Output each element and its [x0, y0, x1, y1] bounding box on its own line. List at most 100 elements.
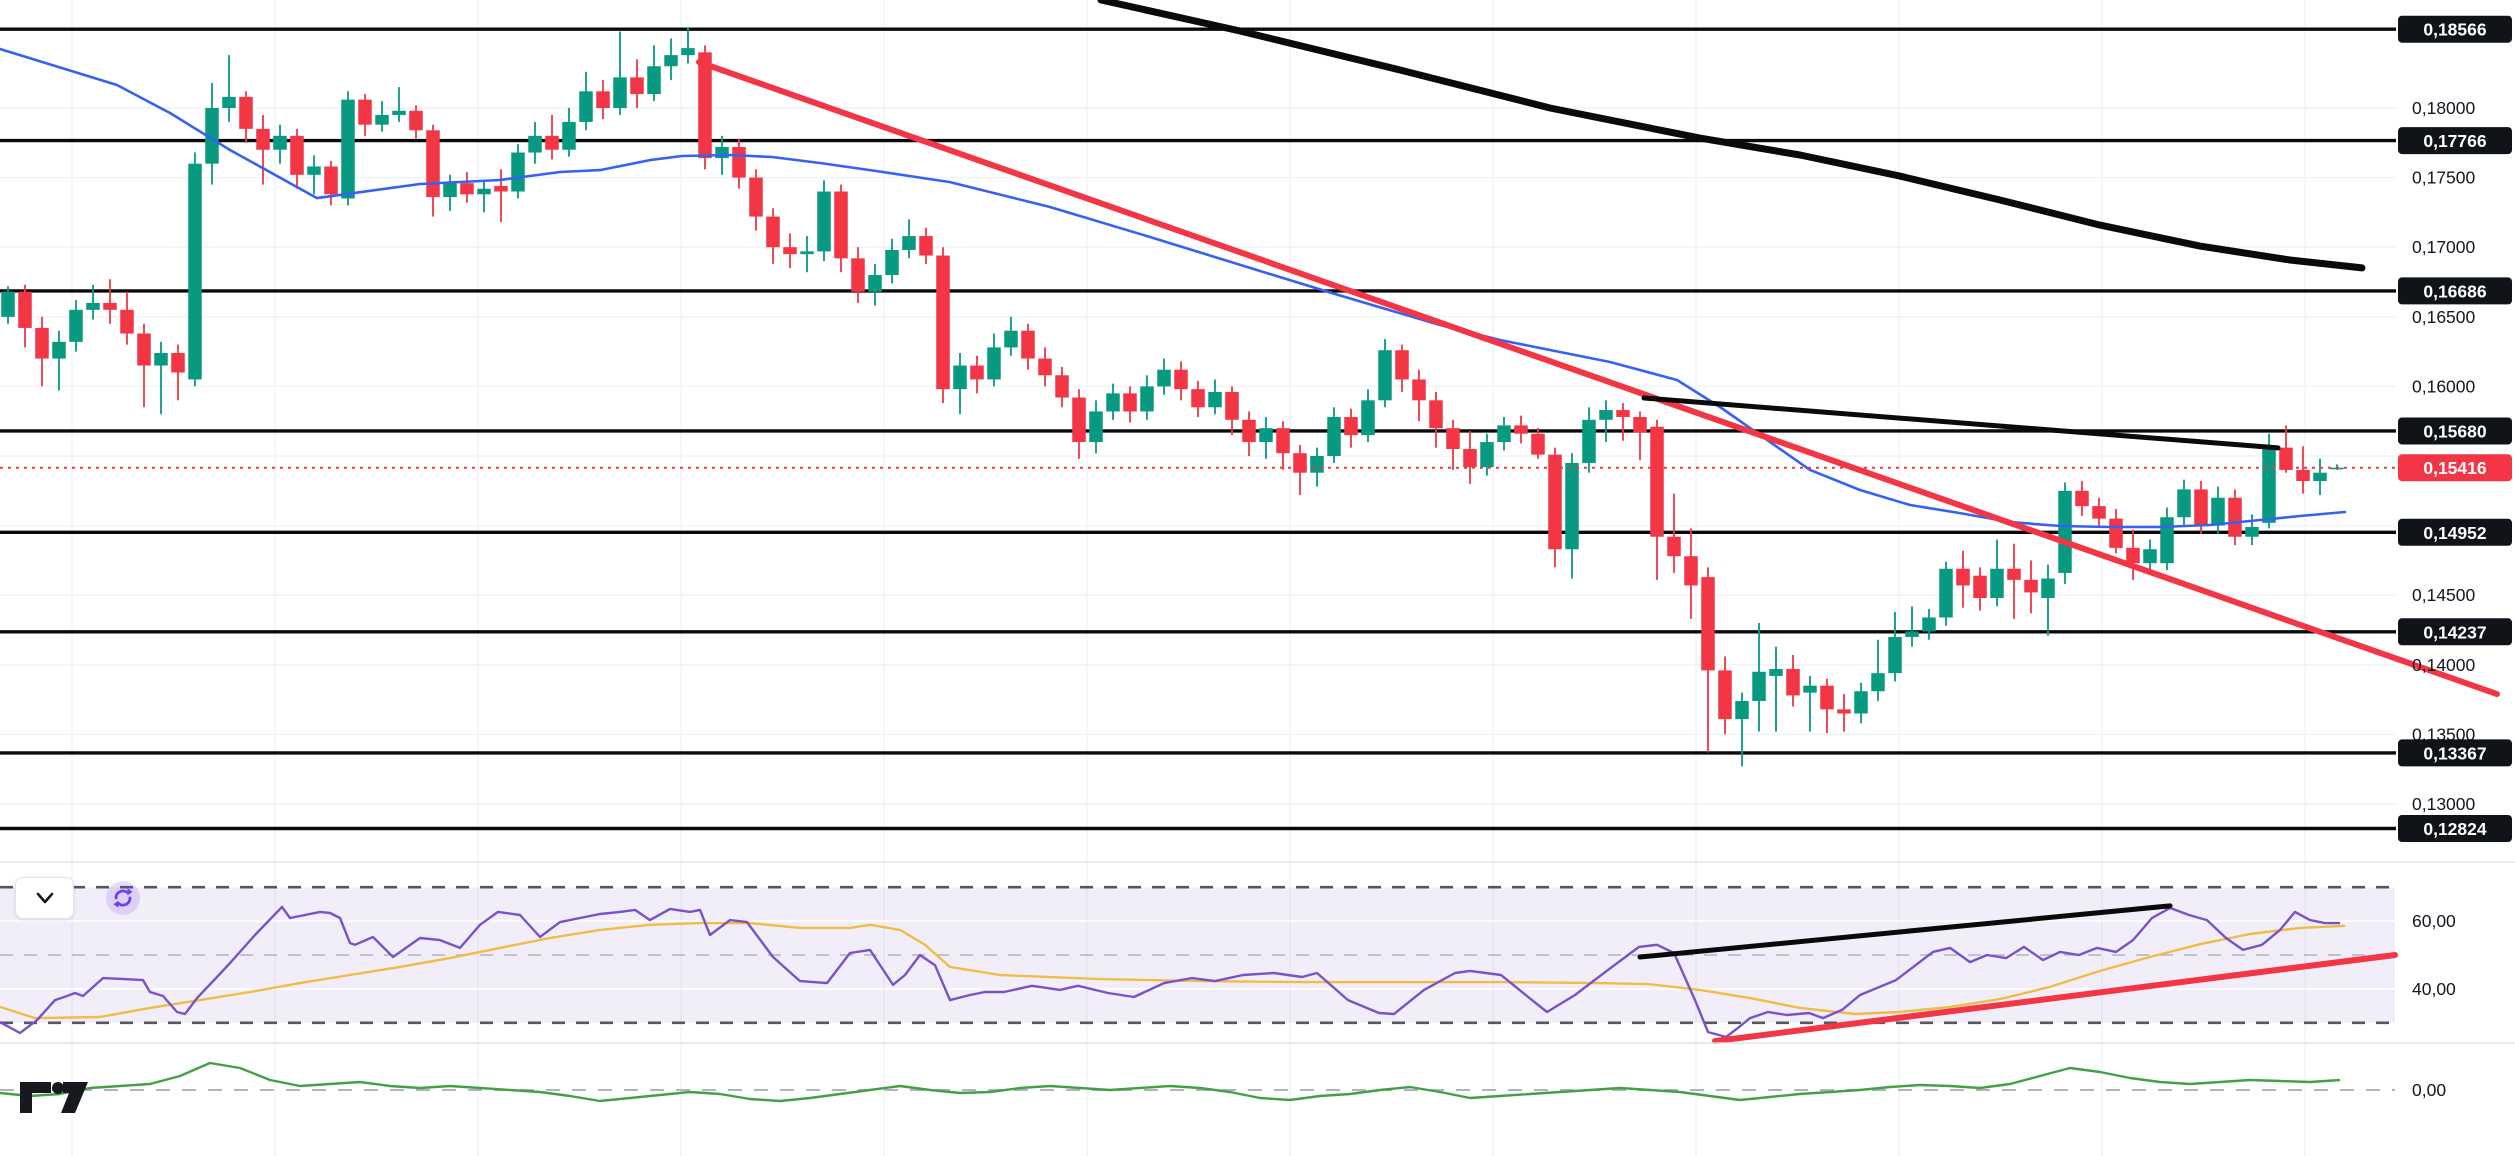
- candle-body: [562, 121, 576, 150]
- candle-body: [69, 309, 83, 342]
- axis-tick-label: 0,14000: [2412, 655, 2476, 675]
- rsi-red-trendline[interactable]: [1712, 952, 2398, 1045]
- candle-body: [613, 77, 627, 108]
- price-level-badge: 0,16686: [2398, 277, 2512, 305]
- price-level-badge: 0,14237: [2398, 618, 2512, 646]
- axis-tick-label: 0,13500: [2412, 724, 2476, 744]
- candle-body: [1854, 691, 1868, 714]
- candle-body: [1378, 350, 1392, 401]
- candle-body: [1055, 375, 1069, 398]
- candle-body: [341, 99, 355, 199]
- candle-body: [2313, 472, 2327, 482]
- badge-label: 0,14952: [2423, 523, 2487, 543]
- candle-body: [630, 77, 644, 95]
- descending-red-trendline[interactable]: [696, 59, 2500, 698]
- rsi-black-trendline[interactable]: [1637, 903, 2173, 960]
- candle-body: [239, 96, 253, 129]
- candle-body: [2109, 518, 2123, 548]
- candle-body: [766, 216, 780, 248]
- candle-body: [409, 110, 423, 131]
- candle-body: [868, 275, 882, 292]
- blue-moving-average-line[interactable]: [0, 47, 2347, 529]
- indicator-refresh-button[interactable]: [106, 881, 140, 915]
- candle-body: [477, 188, 491, 195]
- candle-body: [1718, 670, 1732, 720]
- candle-body: [2279, 447, 2293, 470]
- candle-body: [273, 135, 287, 150]
- indicator-collapse-button[interactable]: [15, 877, 74, 919]
- candle-body: [2058, 490, 2072, 573]
- candle-body: [1684, 556, 1698, 586]
- rsi-smoothing-line[interactable]: [0, 921, 2346, 1020]
- candle-body: [1157, 369, 1171, 387]
- candle-body: [664, 55, 678, 67]
- price-level-badge: 0,15680: [2398, 417, 2512, 445]
- candle-body: [1106, 393, 1120, 412]
- candle-body: [1225, 391, 1239, 420]
- axis-tick-label: 0,13000: [2412, 794, 2476, 814]
- candle-body: [1599, 410, 1613, 420]
- candle-body: [1089, 411, 1103, 443]
- candle-body: [1905, 631, 1919, 637]
- horizontal-level-lines[interactable]: [0, 27, 2396, 831]
- chevron-down-icon: [36, 892, 53, 904]
- candle-body: [1514, 425, 1528, 434]
- candles: [1, 27, 2344, 767]
- candle-body: [375, 114, 389, 125]
- candle-body: [205, 108, 219, 164]
- rsi-line[interactable]: [0, 905, 2340, 1039]
- candle-body: [1038, 358, 1052, 376]
- candle-body: [256, 128, 270, 150]
- candle-body: [2024, 579, 2038, 593]
- short-black-resistance-trendline[interactable]: [1641, 395, 2281, 451]
- tradingview-logo[interactable]: [20, 1082, 88, 1113]
- candle-body: [2075, 490, 2089, 507]
- candle-body: [2211, 497, 2225, 526]
- black-moving-average-line[interactable]: [1097, 0, 2366, 272]
- candle-body: [545, 135, 559, 150]
- candle-body: [1429, 400, 1443, 429]
- candle-body: [103, 302, 117, 310]
- candle-body: [2177, 489, 2191, 518]
- candle-body: [188, 163, 202, 380]
- candle-body: [1, 291, 15, 317]
- candle-body: [579, 91, 593, 122]
- price-level-badge: 0,15416: [2398, 454, 2512, 482]
- candle-body: [324, 166, 338, 195]
- candle-body: [1548, 454, 1562, 550]
- badge-label: 0,15416: [2423, 458, 2487, 478]
- candle-body: [307, 166, 321, 175]
- price-scale[interactable]: 0,18000 0,17500 0,17000 0,16500 0,16000 0,145…: [2398, 15, 2512, 1100]
- candle-body: [1327, 417, 1341, 456]
- badge-label: 0,16686: [2423, 281, 2487, 301]
- badge-label: 0,17766: [2423, 131, 2487, 151]
- axis-tick-label: 60,00: [2412, 911, 2456, 931]
- candle-body: [1582, 419, 1596, 463]
- badge-label: 0,13367: [2423, 743, 2486, 763]
- candle-body: [817, 191, 831, 252]
- candle-body: [1956, 568, 1970, 586]
- axis-tick-label: 0,16500: [2412, 307, 2476, 327]
- badge-label: 0,15680: [2423, 421, 2487, 441]
- axis-tick-label: 0,16000: [2412, 376, 2476, 396]
- candle-body: [1123, 393, 1137, 412]
- candle-body: [1276, 428, 1290, 454]
- candle-body: [2092, 506, 2106, 519]
- candle-body: [1412, 379, 1426, 401]
- badge-label: 0,14237: [2423, 622, 2486, 642]
- candle-body: [749, 177, 763, 217]
- sync-icon: [113, 888, 133, 908]
- candle-body: [1820, 685, 1834, 710]
- candle-body: [1310, 456, 1324, 473]
- candle-body: [2228, 497, 2242, 537]
- candle-body: [1208, 391, 1222, 408]
- candle-body: [2262, 447, 2276, 523]
- candle-body: [1973, 575, 1987, 598]
- candle-body: [1242, 419, 1256, 443]
- candle-body: [511, 152, 525, 192]
- candle-body: [1361, 400, 1375, 436]
- candle-body: [2007, 568, 2021, 580]
- price-level-badge: 0,12824: [2398, 814, 2512, 842]
- candle-body: [2296, 469, 2310, 482]
- oscillator-line[interactable]: [0, 1061, 2341, 1103]
